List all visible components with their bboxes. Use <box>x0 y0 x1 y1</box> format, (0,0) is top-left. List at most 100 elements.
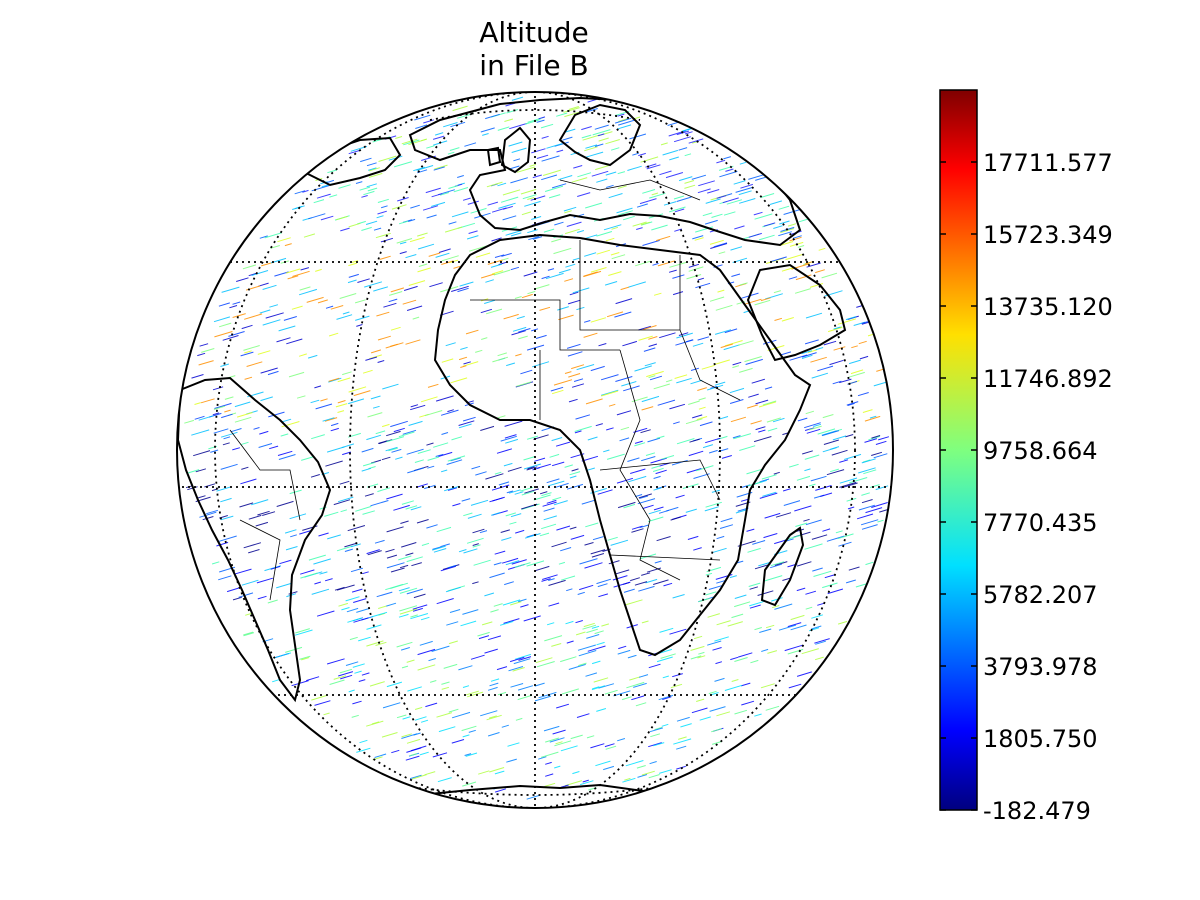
altitude-streak <box>197 352 206 357</box>
altitude-streak <box>675 494 685 499</box>
altitude-streak <box>797 417 808 422</box>
altitude-streak <box>657 260 676 267</box>
altitude-streak <box>367 167 377 171</box>
altitude-streak <box>310 474 320 478</box>
altitude-streak <box>335 403 348 408</box>
altitude-streak <box>493 562 502 566</box>
altitude-streak <box>773 290 781 294</box>
altitude-streak <box>670 516 682 521</box>
altitude-streak <box>560 575 576 581</box>
altitude-streak <box>732 435 741 439</box>
landmass-south-america <box>177 376 332 703</box>
altitude-streak <box>699 421 713 427</box>
altitude-streak <box>774 561 788 566</box>
altitude-streak <box>606 184 614 188</box>
altitude-streak <box>652 262 659 266</box>
altitude-streak <box>221 413 233 419</box>
altitude-streak <box>393 504 410 511</box>
altitude-streak <box>386 562 405 569</box>
altitude-streak <box>553 379 573 386</box>
altitude-streak <box>788 683 802 689</box>
altitude-streak <box>466 537 484 544</box>
altitude-streak <box>508 489 521 494</box>
altitude-streak <box>662 675 669 679</box>
altitude-streak <box>370 349 382 354</box>
altitude-streak <box>577 172 592 178</box>
altitude-streak <box>622 777 636 783</box>
altitude-streak <box>875 485 889 491</box>
altitude-streak <box>708 584 724 590</box>
altitude-streak <box>369 354 382 360</box>
altitude-streak <box>417 267 431 273</box>
altitude-streak <box>351 714 359 718</box>
altitude-streak <box>374 539 385 544</box>
altitude-streak <box>374 753 387 758</box>
altitude-streak <box>399 564 409 569</box>
altitude-streak <box>243 632 255 637</box>
altitude-streak <box>617 185 627 189</box>
altitude-streak <box>718 416 729 420</box>
altitude-streak <box>357 278 370 283</box>
altitude-streak <box>541 174 558 181</box>
altitude-streak <box>498 202 516 209</box>
altitude-streak <box>425 187 441 194</box>
altitude-streak <box>229 305 238 309</box>
altitude-streak <box>665 379 673 383</box>
altitude-streak <box>386 681 403 688</box>
altitude-streak <box>199 511 217 518</box>
altitude-streak <box>611 226 619 230</box>
altitude-streak <box>299 655 311 660</box>
altitude-streak <box>808 425 822 431</box>
altitude-streak <box>441 358 454 363</box>
altitude-streak <box>333 499 351 506</box>
altitude-streak <box>316 610 335 617</box>
altitude-streak <box>575 631 586 636</box>
altitude-streak <box>390 567 405 573</box>
altitude-streak <box>857 392 869 397</box>
altitude-streak <box>754 299 771 306</box>
altitude-streak <box>363 190 375 196</box>
altitude-streak <box>191 374 204 379</box>
altitude-streak <box>628 281 646 288</box>
altitude-streak <box>608 403 616 407</box>
altitude-streak <box>432 545 446 551</box>
altitude-streak <box>644 362 656 367</box>
altitude-streak <box>509 521 517 525</box>
altitude-streak <box>532 174 542 179</box>
altitude-streak <box>433 548 447 553</box>
altitude-streak <box>560 656 577 663</box>
altitude-streak <box>592 129 611 136</box>
altitude-streak <box>346 607 359 613</box>
altitude-streak <box>268 411 285 418</box>
altitude-streak <box>729 399 744 404</box>
altitude-streak <box>684 184 696 189</box>
altitude-streak <box>564 464 573 468</box>
altitude-streak <box>810 356 827 363</box>
altitude-streak <box>637 774 648 778</box>
altitude-streak <box>435 252 450 258</box>
altitude-streak <box>344 542 358 548</box>
altitude-streak <box>300 267 310 271</box>
altitude-streak <box>341 607 350 611</box>
altitude-streak <box>744 356 762 363</box>
altitude-streak <box>631 525 643 530</box>
altitude-streak <box>562 136 573 141</box>
altitude-streak <box>615 376 633 382</box>
altitude-streak <box>441 686 450 690</box>
altitude-streak <box>678 147 688 151</box>
altitude-streak <box>511 330 526 336</box>
altitude-streak <box>538 756 547 760</box>
altitude-streak <box>568 663 586 670</box>
altitude-streak <box>239 502 254 508</box>
altitude-streak <box>632 221 647 227</box>
altitude-streak <box>501 724 509 728</box>
altitude-streak <box>380 205 388 209</box>
landmass-madagascar <box>760 526 805 607</box>
altitude-streak <box>848 359 861 365</box>
altitude-streak <box>515 717 523 721</box>
altitude-streak <box>590 317 607 323</box>
altitude-streak <box>437 777 452 783</box>
altitude-streak <box>355 505 372 512</box>
altitude-streak <box>427 383 439 388</box>
altitude-streak <box>716 159 726 164</box>
